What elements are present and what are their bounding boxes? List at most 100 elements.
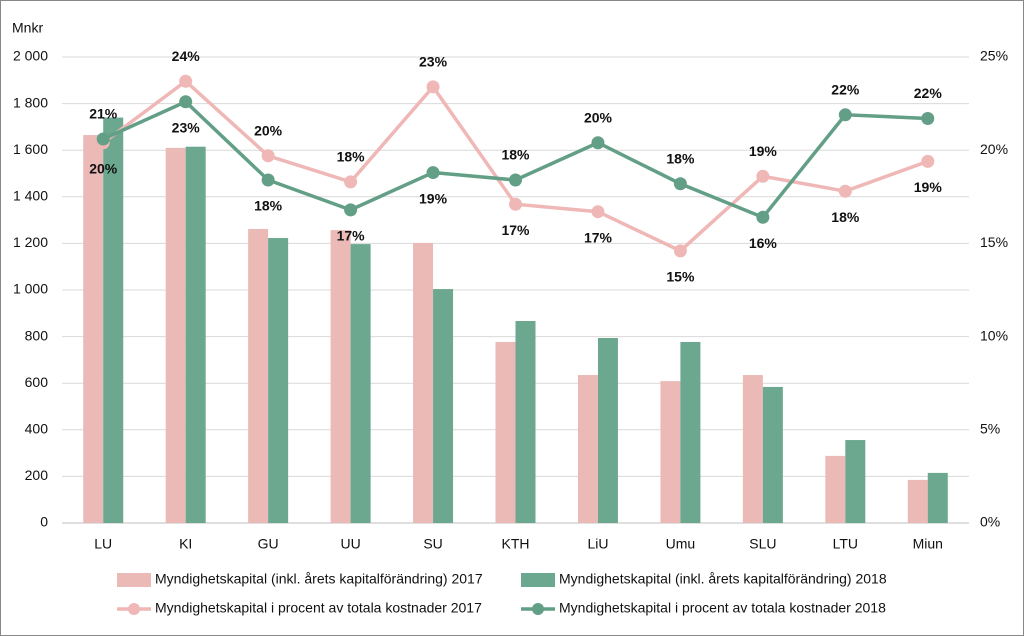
y-tick-label: 600: [25, 374, 49, 390]
x-tick-label: KI: [179, 536, 192, 552]
y-tick-label: 0: [40, 514, 48, 530]
data-label: 19%: [749, 143, 778, 159]
line-marker: [344, 203, 358, 217]
data-label: 18%: [254, 198, 283, 214]
bar: [330, 230, 351, 523]
legend-swatch: [532, 603, 544, 615]
x-tick-label: LiU: [587, 536, 608, 552]
bar: [248, 228, 269, 524]
y-axis-label: Mnkr: [12, 20, 43, 36]
data-label: 17%: [337, 228, 366, 244]
y2-tick-label: 25%: [980, 48, 1008, 64]
bar: [433, 289, 454, 523]
data-label: 20%: [584, 109, 613, 125]
line-marker: [921, 112, 935, 126]
bar: [103, 117, 124, 523]
y-tick-label: 1 400: [13, 188, 48, 204]
line-marker: [96, 132, 110, 146]
data-label: 21%: [89, 106, 118, 122]
bar: [742, 375, 763, 523]
legend-swatch: [521, 573, 555, 587]
x-tick-label: GU: [258, 536, 279, 552]
data-label: 15%: [666, 269, 695, 285]
data-label: 18%: [831, 209, 860, 225]
data-label: 16%: [749, 235, 778, 251]
data-label: 18%: [337, 149, 366, 165]
data-label: 17%: [584, 229, 613, 245]
line-marker: [344, 175, 358, 189]
data-label: 17%: [501, 222, 530, 238]
line-marker: [921, 154, 935, 168]
y2-tick-label: 20%: [980, 141, 1008, 157]
x-tick-label: SU: [423, 536, 442, 552]
y-tick-label: 400: [25, 421, 49, 437]
line-marker: [756, 169, 770, 183]
y-tick-label: 200: [25, 467, 49, 483]
data-label: 23%: [419, 54, 448, 70]
x-tick-label: LTU: [833, 536, 858, 552]
legend-label: Myndighetskapital i procent av totala ko…: [155, 600, 482, 616]
data-label: 20%: [254, 122, 283, 138]
data-label: 23%: [172, 119, 201, 135]
line-marker: [756, 210, 770, 224]
legend-swatch: [128, 603, 140, 615]
bar: [515, 320, 536, 523]
legend-swatch: [117, 573, 151, 587]
x-tick-label: SLU: [749, 536, 776, 552]
x-tick-label: LU: [94, 536, 112, 552]
bar: [268, 238, 289, 523]
data-label: 19%: [914, 179, 943, 195]
line-marker: [261, 149, 275, 163]
bar: [165, 147, 186, 523]
bar: [413, 242, 434, 523]
bar: [927, 472, 948, 523]
y-tick-label: 1 200: [13, 234, 48, 250]
y-tick-label: 1 800: [13, 94, 48, 110]
y2-tick-label: 5%: [980, 421, 1000, 437]
y2-tick-label: 10%: [980, 327, 1008, 343]
bar: [185, 146, 206, 523]
bar: [83, 135, 104, 523]
bar: [907, 479, 928, 523]
bar: [845, 440, 866, 523]
x-tick-label: Umu: [666, 536, 696, 552]
y2-tick-label: 0%: [980, 514, 1000, 530]
line-marker: [591, 205, 605, 219]
x-tick-label: UU: [340, 536, 360, 552]
y-tick-label: 800: [25, 327, 49, 343]
line-marker: [509, 197, 522, 211]
line-marker: [261, 173, 275, 187]
bar: [350, 244, 371, 523]
line-marker: [838, 184, 852, 198]
x-tick-label: Miun: [913, 536, 943, 552]
data-label: 19%: [419, 190, 448, 206]
data-label: 22%: [831, 81, 860, 97]
data-label: 20%: [89, 160, 118, 176]
bar: [762, 386, 783, 523]
bar: [597, 337, 618, 523]
line-marker: [673, 177, 687, 191]
bar: [660, 381, 681, 523]
line-marker: [838, 108, 852, 122]
y2-tick-label: 15%: [980, 234, 1008, 250]
bar: [680, 341, 701, 523]
line-marker: [509, 173, 522, 187]
data-label: 18%: [666, 150, 695, 166]
data-label: 24%: [172, 48, 201, 64]
legend-label: Myndighetskapital (inkl. årets kapitalfö…: [155, 571, 483, 587]
bar: [825, 455, 846, 523]
line-marker: [673, 244, 687, 258]
x-tick-label: KTH: [502, 536, 530, 552]
line-marker: [179, 74, 193, 88]
data-label: 22%: [914, 85, 943, 101]
y-tick-label: 1 600: [13, 141, 48, 157]
line-marker: [426, 80, 440, 94]
line-marker: [426, 166, 440, 180]
line-marker: [591, 136, 605, 150]
y-tick-label: 1 000: [13, 281, 48, 297]
legend-label: Myndighetskapital (inkl. årets kapitalfö…: [559, 571, 887, 587]
bar: [577, 375, 598, 523]
data-label: 18%: [501, 147, 530, 163]
y-tick-label: 2 000: [13, 48, 48, 64]
